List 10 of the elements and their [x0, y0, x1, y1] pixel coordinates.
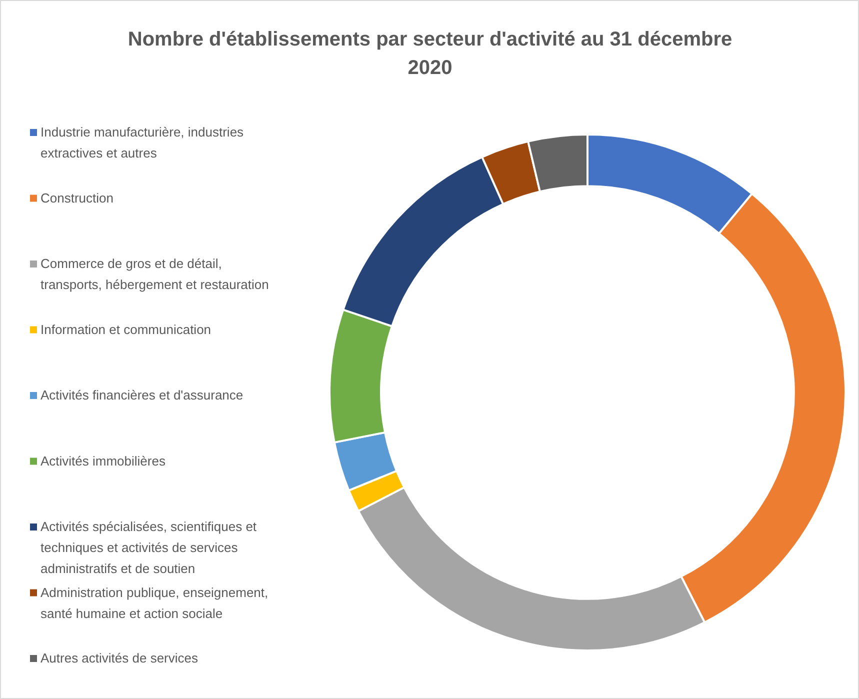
legend-label: Activités immobilières: [40, 453, 166, 468]
legend-label: Autres activités de services: [40, 650, 199, 666]
legend-label: Industrie manufacturière, industries extractives et autres: [40, 124, 244, 160]
legend-label: Activités financières et d'assurance: [40, 388, 244, 402]
legend-label: Administration publique, enseignement, santé humaine et action sociale: [40, 584, 268, 621]
legend-label: Commerce de gros et de détail, transports, hébergement et restauration: [40, 256, 269, 292]
legend-label: Information et communication: [40, 322, 212, 337]
legend-label: Construction: [40, 190, 114, 206]
legend-label: Activités spécialisées, scientifiques et techniques et activités de services administratifs et de soutien: [40, 519, 257, 576]
chart-title: Nombre d'établissements par secteur d'activité au 31 décembre 2020: [128, 28, 732, 80]
